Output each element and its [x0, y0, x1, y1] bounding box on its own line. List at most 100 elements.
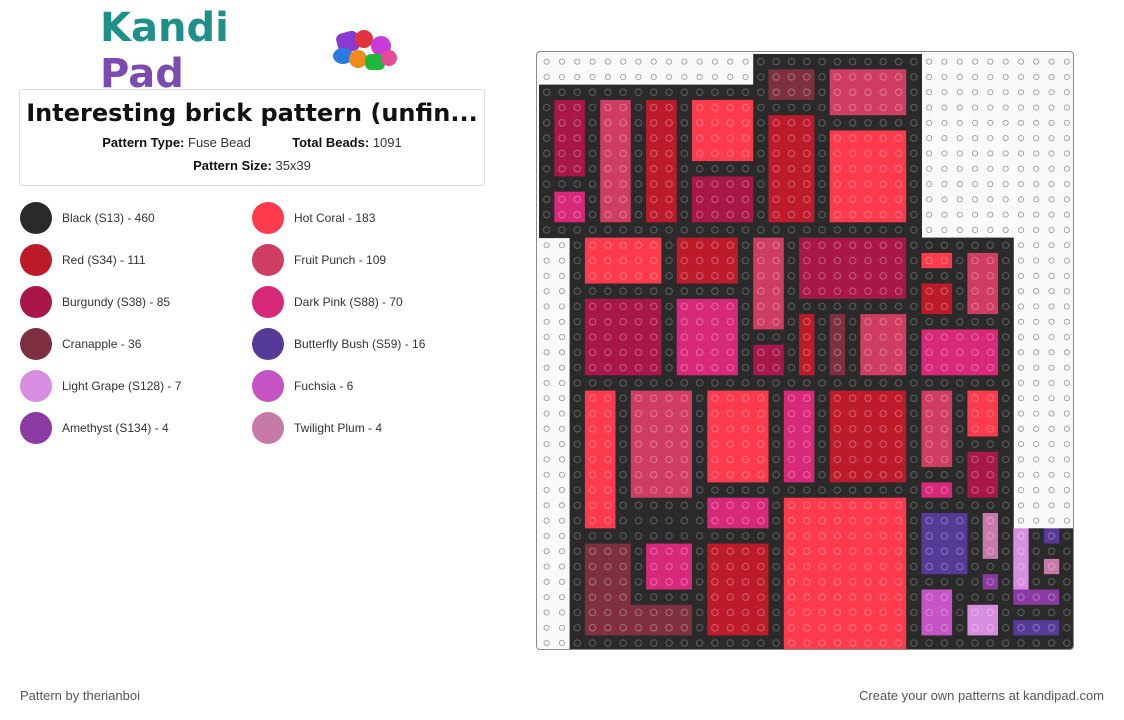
bead[interactable]	[737, 543, 754, 560]
bead[interactable]	[676, 405, 693, 422]
bead[interactable]	[569, 620, 586, 636]
bead[interactable]	[722, 467, 739, 483]
bead[interactable]	[753, 84, 769, 101]
empty-peg[interactable]	[1063, 180, 1070, 188]
bead[interactable]	[829, 84, 846, 101]
bead[interactable]	[630, 115, 647, 131]
bead[interactable]	[860, 375, 877, 392]
bead[interactable]	[860, 360, 877, 376]
bead[interactable]	[753, 130, 769, 147]
bead[interactable]	[799, 283, 815, 300]
bead[interactable]	[554, 176, 571, 193]
bead[interactable]	[676, 620, 693, 636]
bead[interactable]	[722, 252, 739, 269]
bead[interactable]	[906, 252, 922, 269]
bead[interactable]	[967, 314, 984, 330]
bead[interactable]	[1028, 604, 1045, 621]
empty-peg[interactable]	[543, 58, 550, 65]
bead[interactable]	[845, 283, 861, 300]
bead[interactable]	[539, 222, 555, 239]
bead[interactable]	[906, 130, 922, 147]
bead[interactable]	[630, 329, 647, 346]
bead[interactable]	[1043, 589, 1060, 606]
bead[interactable]	[707, 360, 724, 376]
empty-peg[interactable]	[1048, 333, 1055, 341]
empty-peg[interactable]	[1017, 211, 1025, 218]
empty-peg[interactable]	[543, 288, 550, 295]
bead[interactable]	[906, 314, 922, 330]
bead[interactable]	[860, 467, 877, 483]
bead[interactable]	[890, 252, 907, 269]
bead[interactable]	[615, 375, 632, 392]
bead[interactable]	[860, 99, 877, 116]
bead[interactable]	[753, 497, 769, 514]
bead[interactable]	[936, 497, 953, 514]
bead[interactable]	[768, 436, 785, 453]
bead[interactable]	[600, 314, 616, 330]
empty-peg[interactable]	[1033, 303, 1040, 310]
bead[interactable]	[967, 283, 984, 300]
bead[interactable]	[982, 497, 999, 514]
bead[interactable]	[1059, 528, 1073, 545]
bead[interactable]	[875, 130, 892, 147]
bead[interactable]	[646, 360, 662, 376]
bead[interactable]	[753, 467, 769, 483]
empty-peg[interactable]	[941, 180, 948, 188]
bead[interactable]	[661, 421, 678, 437]
bead-pattern-board[interactable]	[536, 51, 1074, 650]
bead[interactable]	[890, 405, 907, 422]
empty-peg[interactable]	[1063, 58, 1070, 65]
bead[interactable]	[646, 390, 662, 407]
bead[interactable]	[569, 176, 586, 193]
bead[interactable]	[630, 497, 647, 514]
bead[interactable]	[860, 130, 877, 147]
bead[interactable]	[875, 543, 892, 560]
bead[interactable]	[615, 283, 632, 300]
empty-peg[interactable]	[1048, 349, 1055, 356]
bead[interactable]	[814, 360, 831, 376]
bead[interactable]	[646, 543, 662, 560]
bead[interactable]	[982, 421, 999, 437]
bead[interactable]	[707, 497, 724, 514]
bead[interactable]	[539, 176, 555, 193]
bead[interactable]	[737, 329, 754, 346]
bead[interactable]	[554, 191, 571, 208]
bead[interactable]	[860, 528, 877, 545]
empty-peg[interactable]	[1063, 425, 1070, 432]
empty-peg[interactable]	[1048, 89, 1055, 96]
bead[interactable]	[952, 620, 968, 636]
bead[interactable]	[768, 620, 785, 636]
bead[interactable]	[814, 451, 831, 468]
bead[interactable]	[952, 497, 968, 514]
bead[interactable]	[860, 513, 877, 529]
empty-peg[interactable]	[1033, 73, 1040, 81]
bead[interactable]	[906, 543, 922, 560]
bead[interactable]	[890, 130, 907, 147]
bead[interactable]	[783, 69, 800, 86]
empty-peg[interactable]	[1017, 257, 1025, 264]
bead[interactable]	[722, 237, 739, 254]
empty-peg[interactable]	[971, 135, 979, 142]
empty-peg[interactable]	[1017, 58, 1025, 65]
bead[interactable]	[584, 375, 601, 392]
bead[interactable]	[799, 513, 815, 529]
bead[interactable]	[676, 436, 693, 453]
bead[interactable]	[783, 543, 800, 560]
bead[interactable]	[814, 604, 831, 621]
bead[interactable]	[875, 314, 892, 330]
bead[interactable]	[860, 176, 877, 193]
bead[interactable]	[676, 421, 693, 437]
bead[interactable]	[829, 298, 846, 315]
bead[interactable]	[875, 497, 892, 514]
bead[interactable]	[630, 574, 647, 590]
bead[interactable]	[554, 115, 571, 131]
bead[interactable]	[768, 467, 785, 483]
bead[interactable]	[845, 451, 861, 468]
bead[interactable]	[737, 99, 754, 116]
bead[interactable]	[875, 176, 892, 193]
bead[interactable]	[584, 558, 601, 575]
empty-peg[interactable]	[1033, 104, 1040, 111]
bead[interactable]	[539, 99, 555, 116]
bead[interactable]	[753, 620, 769, 636]
bead[interactable]	[569, 405, 586, 422]
